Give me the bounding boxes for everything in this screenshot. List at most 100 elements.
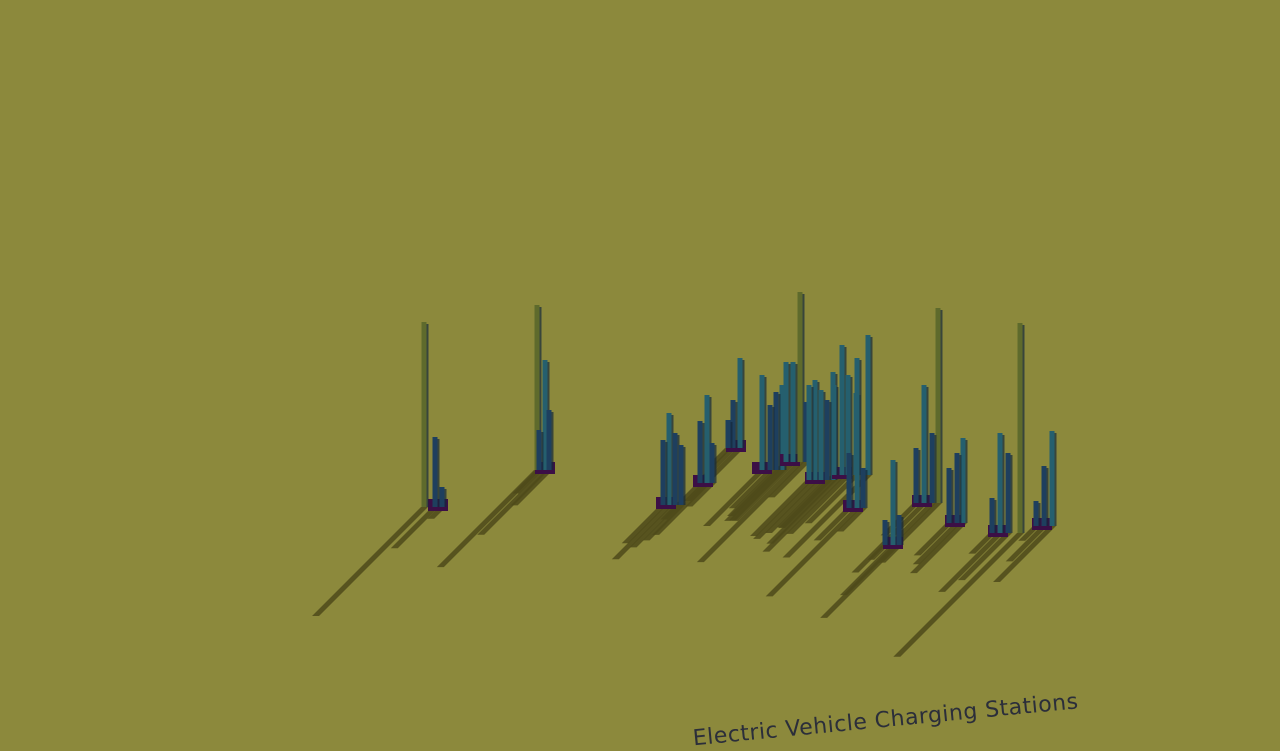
station-bar-9 xyxy=(660,440,666,505)
station-bar-6 xyxy=(536,430,542,470)
bar-shadow-32 xyxy=(786,475,852,534)
station-bar-side-38 xyxy=(895,462,898,545)
station-bar-54 xyxy=(1033,501,1039,526)
bar-shadow-51 xyxy=(893,533,1024,657)
station-bar-side-51 xyxy=(994,500,997,533)
bar-shadow-13 xyxy=(685,483,716,507)
station-bar-side-40 xyxy=(887,522,890,545)
station-bar-side-42 xyxy=(926,387,929,503)
bar-shadow-49 xyxy=(938,533,1004,592)
station-bar-42 xyxy=(921,385,927,503)
station-bar-side-0 xyxy=(426,324,429,507)
station-bar-side-54 xyxy=(1038,503,1041,526)
station-bar-26 xyxy=(812,380,818,480)
bar-shadow-5 xyxy=(510,470,553,506)
bar-shadow-1 xyxy=(390,507,439,549)
station-bar-side-43 xyxy=(934,435,937,503)
station-bar-side-35 xyxy=(859,360,862,508)
station-bar-3 xyxy=(534,305,540,470)
bar-shadow-17 xyxy=(703,470,766,526)
station-bar-side-22 xyxy=(788,364,791,462)
station-bar-side-15 xyxy=(735,402,738,448)
station-bar-side-19 xyxy=(778,394,781,470)
station-bar-51 xyxy=(989,498,995,533)
station-bar-50 xyxy=(1005,453,1011,533)
station-bar-22 xyxy=(783,362,789,462)
station-bar-43 xyxy=(929,433,935,503)
bar-shadow-37 xyxy=(836,508,867,532)
bar-map-canvas xyxy=(312,292,1057,657)
station-bar-side-33 xyxy=(836,387,839,475)
bar-shadow-26 xyxy=(753,480,819,539)
station-bar-36 xyxy=(846,453,852,508)
station-bar-20 xyxy=(767,405,773,470)
station-bar-4 xyxy=(542,360,548,470)
bar-shadow-30 xyxy=(777,475,838,529)
station-bar-13 xyxy=(709,443,715,483)
bar-shadow-45 xyxy=(913,523,953,556)
station-bar-37 xyxy=(860,468,866,508)
bar-shadow-0 xyxy=(312,507,428,616)
station-bar-side-49 xyxy=(1002,435,1005,533)
station-bar-0 xyxy=(421,322,427,507)
station-bar-15 xyxy=(730,400,736,448)
station-bar-side-48 xyxy=(1022,325,1025,533)
station-bar-17 xyxy=(759,375,765,470)
station-bar-14 xyxy=(737,358,743,448)
bar-shadow-44 xyxy=(820,503,942,618)
station-bar-side-6 xyxy=(541,432,544,470)
station-bar-side-16 xyxy=(730,422,733,448)
station-bar-31 xyxy=(839,345,845,475)
station-bar-side-32 xyxy=(850,377,853,475)
bar-shadow-48 xyxy=(968,533,996,554)
bar-shadow-47 xyxy=(909,523,967,574)
station-bar-1 xyxy=(432,437,438,507)
station-bar-53 xyxy=(1041,466,1047,526)
station-bar-30 xyxy=(865,335,871,475)
station-bar-21 xyxy=(797,292,803,462)
bar-shadow-33 xyxy=(804,475,860,524)
station-bar-side-23 xyxy=(795,364,798,462)
station-bars xyxy=(421,292,1057,549)
station-bar-side-30 xyxy=(870,337,873,475)
station-bar-side-2 xyxy=(444,489,447,507)
station-bar-47 xyxy=(946,468,952,523)
bar-shadow-3 xyxy=(436,470,541,568)
bar-shadow-24 xyxy=(767,462,810,498)
station-bar-side-10 xyxy=(683,447,686,505)
station-bar-side-14 xyxy=(742,360,745,448)
station-bar-side-29 xyxy=(829,402,832,480)
station-bar-44 xyxy=(913,448,919,503)
station-bar-10 xyxy=(678,445,684,505)
station-bar-32 xyxy=(845,375,851,475)
station-bar-19 xyxy=(773,392,779,470)
station-bar-side-1 xyxy=(437,439,440,507)
bar-shadow-46 xyxy=(912,523,961,565)
station-bar-side-53 xyxy=(1046,468,1049,526)
station-bar-side-9 xyxy=(665,442,668,505)
station-bar-side-37 xyxy=(865,470,868,508)
bar-shadow-54 xyxy=(993,526,1056,582)
bar-shadow-23 xyxy=(696,462,804,563)
station-bar-23 xyxy=(790,362,796,462)
bar-shadow-18 xyxy=(728,470,774,509)
bar-shadow-31 xyxy=(762,475,846,552)
station-bar-38 xyxy=(890,460,896,545)
station-bar-7 xyxy=(666,413,672,505)
station-bar-35 xyxy=(854,358,860,508)
station-bar-28 xyxy=(818,390,824,480)
station-bar-side-44 xyxy=(918,450,921,503)
station-bar-side-3 xyxy=(539,307,542,470)
station-bar-45 xyxy=(960,438,966,523)
station-bar-48 xyxy=(1017,323,1023,533)
station-bar-11 xyxy=(704,395,710,483)
bar-shadow-8 xyxy=(611,505,673,560)
station-bar-12 xyxy=(697,421,703,483)
bar-shadow-35 xyxy=(813,508,853,541)
station-bar-29 xyxy=(824,400,830,480)
station-bar-46 xyxy=(954,453,960,523)
bar-shadow-50 xyxy=(957,533,1012,581)
station-bar-side-5 xyxy=(551,412,554,470)
station-bar-40 xyxy=(882,520,888,545)
